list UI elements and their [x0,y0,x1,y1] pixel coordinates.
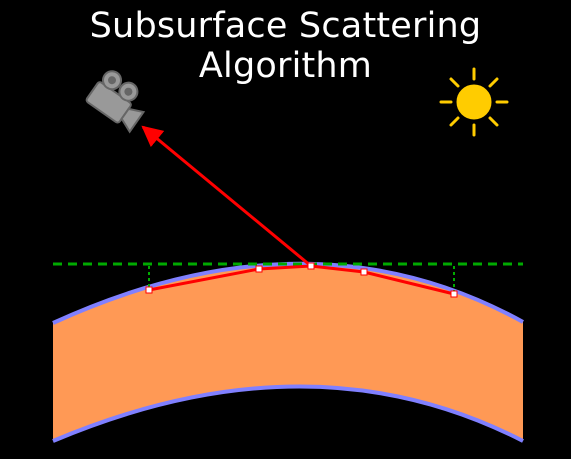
sample-point [360,268,368,276]
sample-point [450,290,458,298]
slab-bottom-surface [52,384,524,443]
sample-point [145,286,153,294]
diagram-title: Subsurface Scattering Algorithm [89,6,482,86]
sample-point [255,265,263,273]
sun-icon [439,67,509,137]
outgoing-ray-arrow [141,125,312,268]
video-camera-icon [85,70,146,134]
sample-point [307,262,315,270]
